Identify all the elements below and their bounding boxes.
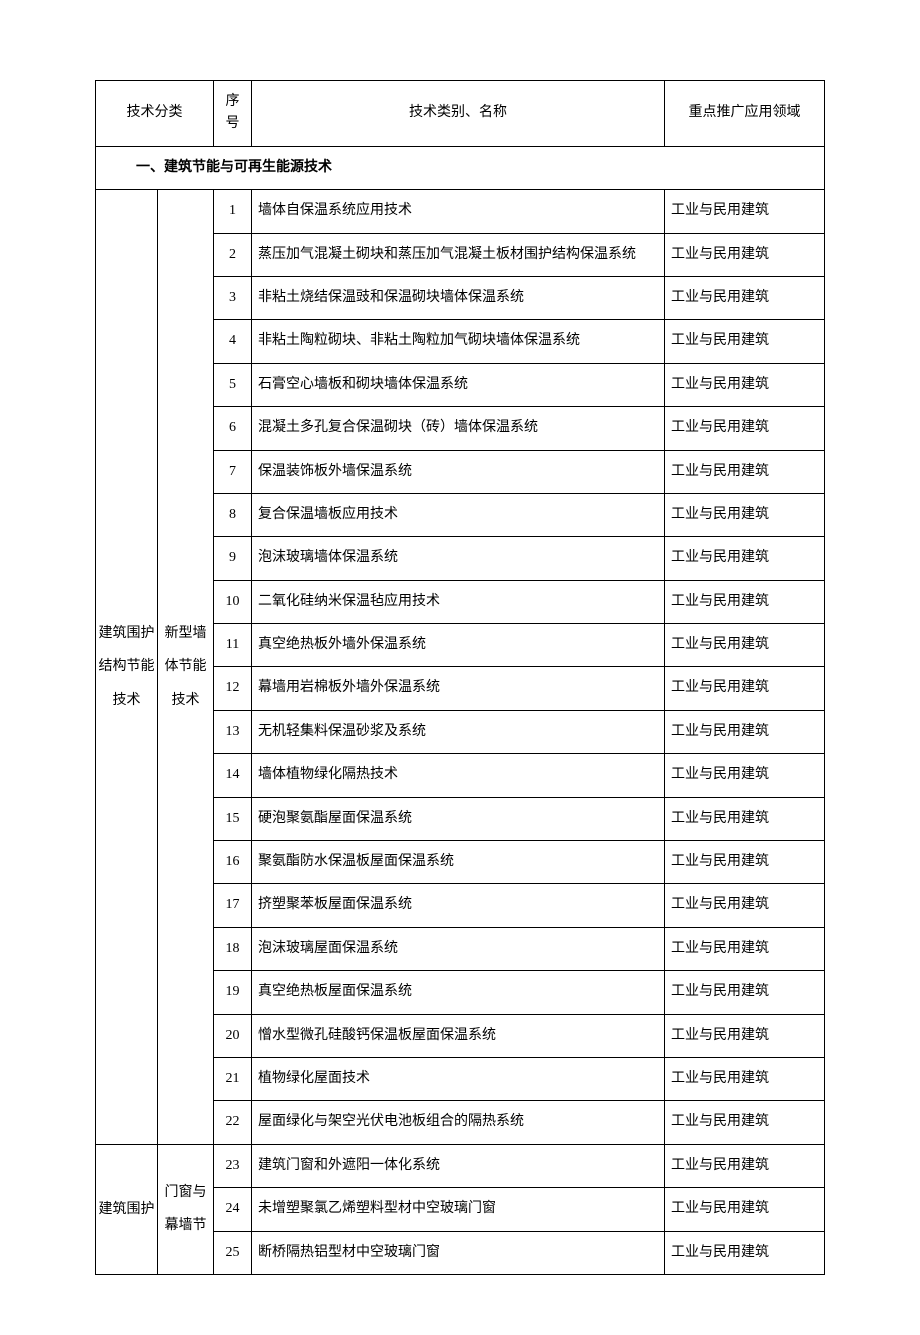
row-seq: 16 <box>214 841 252 884</box>
row-seq: 23 <box>214 1144 252 1187</box>
row-name: 断桥隔热铝型材中空玻璃门窗 <box>252 1231 665 1274</box>
header-row: 技术分类 序号 技术类别、名称 重点推广应用领域 <box>96 81 825 147</box>
row-area: 工业与民用建筑 <box>665 1144 825 1187</box>
table-row: 建筑围护结构节能技术 新型墙体节能技术 1 墙体自保温系统应用技术 工业与民用建… <box>96 190 825 233</box>
category-level-1: 建筑围护 <box>96 1144 158 1274</box>
row-name: 墙体自保温系统应用技术 <box>252 190 665 233</box>
category-level-2: 新型墙体节能技术 <box>158 190 214 1145</box>
section-row: 一、建筑节能与可再生能源技术 <box>96 146 825 189</box>
row-area: 工业与民用建筑 <box>665 537 825 580</box>
row-seq: 3 <box>214 276 252 319</box>
row-seq: 19 <box>214 971 252 1014</box>
section-title: 一、建筑节能与可再生能源技术 <box>96 146 825 189</box>
row-area: 工业与民用建筑 <box>665 1101 825 1144</box>
row-seq: 17 <box>214 884 252 927</box>
row-name: 泡沫玻璃屋面保温系统 <box>252 927 665 970</box>
row-area: 工业与民用建筑 <box>665 624 825 667</box>
row-area: 工业与民用建筑 <box>665 320 825 363</box>
row-seq: 9 <box>214 537 252 580</box>
row-area: 工业与民用建筑 <box>665 276 825 319</box>
row-area: 工业与民用建筑 <box>665 841 825 884</box>
row-name: 蒸压加气混凝土砌块和蒸压加气混凝土板材围护结构保温系统 <box>252 233 665 276</box>
header-area: 重点推广应用领域 <box>665 81 825 147</box>
row-name: 混凝土多孔复合保温砌块（砖）墙体保温系统 <box>252 407 665 450</box>
row-area: 工业与民用建筑 <box>665 884 825 927</box>
row-name: 复合保温墙板应用技术 <box>252 493 665 536</box>
row-name: 保温装饰板外墙保温系统 <box>252 450 665 493</box>
row-seq: 18 <box>214 927 252 970</box>
row-name: 建筑门窗和外遮阳一体化系统 <box>252 1144 665 1187</box>
row-name: 屋面绿化与架空光伏电池板组合的隔热系统 <box>252 1101 665 1144</box>
row-seq: 20 <box>214 1014 252 1057</box>
row-area: 工业与民用建筑 <box>665 667 825 710</box>
header-seq: 序号 <box>214 81 252 147</box>
row-seq: 2 <box>214 233 252 276</box>
row-name: 挤塑聚苯板屋面保温系统 <box>252 884 665 927</box>
row-area: 工业与民用建筑 <box>665 1057 825 1100</box>
row-name: 植物绿化屋面技术 <box>252 1057 665 1100</box>
row-seq: 13 <box>214 710 252 753</box>
row-name: 非粘土烧结保温豉和保温砌块墙体保温系统 <box>252 276 665 319</box>
row-seq: 8 <box>214 493 252 536</box>
row-seq: 6 <box>214 407 252 450</box>
category-level-1: 建筑围护结构节能技术 <box>96 190 158 1145</box>
row-area: 工业与民用建筑 <box>665 1231 825 1274</box>
row-name: 真空绝热板屋面保温系统 <box>252 971 665 1014</box>
row-seq: 22 <box>214 1101 252 1144</box>
row-seq: 12 <box>214 667 252 710</box>
row-seq: 25 <box>214 1231 252 1274</box>
row-name: 非粘土陶粒砌块、非粘土陶粒加气砌块墙体保温系统 <box>252 320 665 363</box>
row-seq: 7 <box>214 450 252 493</box>
row-area: 工业与民用建筑 <box>665 927 825 970</box>
row-name: 二氧化硅纳米保温毡应用技术 <box>252 580 665 623</box>
header-category: 技术分类 <box>96 81 214 147</box>
row-area: 工业与民用建筑 <box>665 710 825 753</box>
row-name: 硬泡聚氨酯屋面保温系统 <box>252 797 665 840</box>
row-seq: 11 <box>214 624 252 667</box>
row-area: 工业与民用建筑 <box>665 233 825 276</box>
row-area: 工业与民用建筑 <box>665 407 825 450</box>
row-name: 泡沫玻璃墙体保温系统 <box>252 537 665 580</box>
row-seq: 1 <box>214 190 252 233</box>
header-name: 技术类别、名称 <box>252 81 665 147</box>
row-name: 真空绝热板外墙外保温系统 <box>252 624 665 667</box>
row-seq: 4 <box>214 320 252 363</box>
row-name: 石膏空心墙板和砌块墙体保温系统 <box>252 363 665 406</box>
row-seq: 14 <box>214 754 252 797</box>
row-area: 工业与民用建筑 <box>665 797 825 840</box>
row-area: 工业与民用建筑 <box>665 971 825 1014</box>
row-area: 工业与民用建筑 <box>665 493 825 536</box>
row-name: 无机轻集料保温砂浆及系统 <box>252 710 665 753</box>
row-seq: 5 <box>214 363 252 406</box>
row-name: 墙体植物绿化隔热技术 <box>252 754 665 797</box>
row-name: 幕墙用岩棉板外墙外保温系统 <box>252 667 665 710</box>
row-name: 聚氨酯防水保温板屋面保温系统 <box>252 841 665 884</box>
row-seq: 24 <box>214 1188 252 1231</box>
row-name: 未增塑聚氯乙烯塑料型材中空玻璃门窗 <box>252 1188 665 1231</box>
row-name: 憎水型微孔硅酸钙保温板屋面保温系统 <box>252 1014 665 1057</box>
row-area: 工业与民用建筑 <box>665 190 825 233</box>
row-area: 工业与民用建筑 <box>665 754 825 797</box>
row-area: 工业与民用建筑 <box>665 1188 825 1231</box>
row-seq: 10 <box>214 580 252 623</box>
row-area: 工业与民用建筑 <box>665 1014 825 1057</box>
category-level-2: 门窗与幕墙节 <box>158 1144 214 1274</box>
table-row: 建筑围护 门窗与幕墙节 23 建筑门窗和外遮阳一体化系统 工业与民用建筑 <box>96 1144 825 1187</box>
technology-table: 技术分类 序号 技术类别、名称 重点推广应用领域 一、建筑节能与可再生能源技术 … <box>95 80 825 1275</box>
row-seq: 21 <box>214 1057 252 1100</box>
row-area: 工业与民用建筑 <box>665 450 825 493</box>
row-seq: 15 <box>214 797 252 840</box>
row-area: 工业与民用建筑 <box>665 363 825 406</box>
row-area: 工业与民用建筑 <box>665 580 825 623</box>
